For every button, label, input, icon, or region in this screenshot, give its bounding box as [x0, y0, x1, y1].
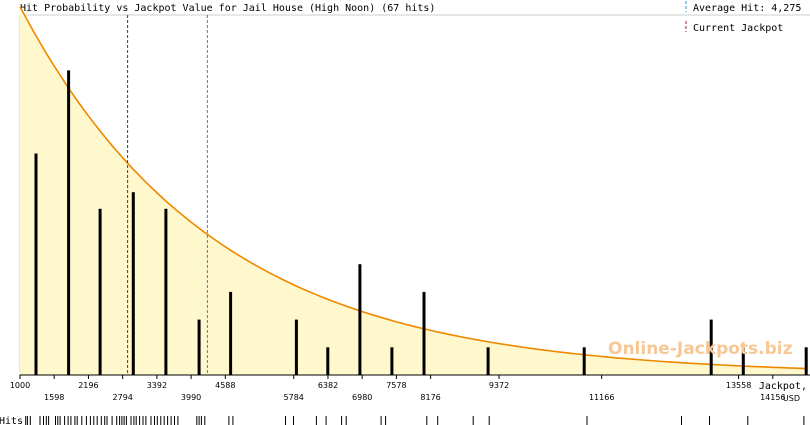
- histogram-bar: [229, 291, 233, 375]
- reference-lines: [127, 15, 208, 375]
- histogram-bar: [422, 291, 426, 375]
- x-axis-ticks: 1000 2196 3392 4588 6382 7578 9372 13558 1598 279…: [10, 375, 786, 402]
- histogram-bar: [804, 347, 808, 375]
- tick-label: 3990: [181, 393, 201, 402]
- x-axis-label: Jackpot,: [759, 381, 807, 392]
- tick-label: 9372: [489, 381, 509, 390]
- probability-curve: [19, 6, 808, 370]
- histogram-bar: [197, 319, 201, 375]
- probability-fill: [20, 6, 807, 375]
- histogram-bar: [98, 208, 102, 375]
- histogram-bar: [741, 347, 745, 375]
- histogram-bars: [34, 70, 808, 376]
- tick-label: 14156: [760, 393, 785, 402]
- histogram-bar: [294, 319, 298, 375]
- tick-label: 8176: [420, 393, 440, 402]
- histogram-bar: [582, 347, 586, 375]
- tick-label: 2794: [113, 393, 133, 402]
- histogram-bar: [486, 347, 490, 375]
- tick-label: 3392: [147, 381, 167, 390]
- histogram-bar: [709, 319, 713, 375]
- hits-rug-label: Hits: [0, 416, 23, 425]
- chart-title: Hit Probability vs Jackpot Value for Jai…: [20, 3, 435, 14]
- hits-rug: [25, 416, 805, 425]
- tick-label: 6980: [352, 393, 372, 402]
- tick-label: 7578: [386, 381, 406, 390]
- tick-label: 2196: [78, 381, 98, 390]
- histogram-bar: [326, 347, 330, 375]
- tick-label: 5784: [284, 393, 304, 402]
- histogram-bar: [390, 347, 394, 375]
- tick-label: 6382: [318, 381, 338, 390]
- tick-label: 4588: [215, 381, 235, 390]
- probability-area: [19, 6, 808, 375]
- histogram-bar: [67, 70, 71, 376]
- tick-label: 11166: [589, 393, 614, 402]
- histogram-bar: [164, 208, 168, 375]
- x-axis-unit: USD: [783, 394, 800, 403]
- legend-average-label: Average Hit: 4,275: [693, 3, 801, 14]
- legend-current-label: Current Jackpot: [693, 23, 783, 34]
- watermark: Online-Jackpots.biz: [608, 339, 793, 359]
- tick-label: 1000: [10, 381, 30, 390]
- histogram-bar: [34, 153, 38, 375]
- histogram-bar: [131, 192, 135, 375]
- histogram-bar: [358, 264, 362, 375]
- tick-label: 1598: [44, 393, 64, 402]
- tick-label: 13558: [726, 381, 751, 390]
